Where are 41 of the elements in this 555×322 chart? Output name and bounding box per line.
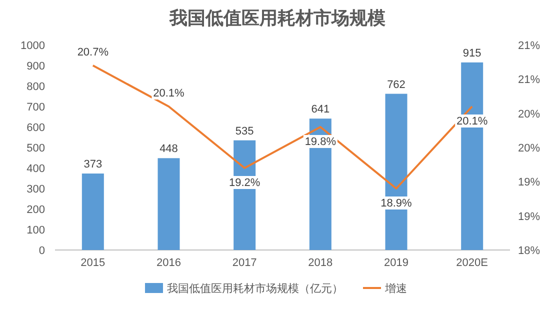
y-tick-label: 500 bbox=[26, 142, 45, 154]
y2-tick-label: 21% bbox=[518, 40, 540, 52]
y-tick-label: 0 bbox=[38, 245, 45, 257]
x-tick-label: 2019 bbox=[384, 257, 408, 269]
y-tick-label: 900 bbox=[26, 60, 45, 72]
data-label: 373 bbox=[84, 158, 102, 171]
y-tick-label: 300 bbox=[26, 184, 45, 196]
y2-tick-label: 18% bbox=[518, 245, 540, 257]
data-label: 19.2% bbox=[228, 177, 260, 189]
data-label: 19.8% bbox=[304, 136, 336, 148]
data-label: 641 bbox=[311, 104, 330, 116]
y-tick-label: 800 bbox=[26, 81, 45, 93]
y-tick-label: 1000 bbox=[20, 40, 45, 52]
data-label: 18.9% bbox=[380, 198, 412, 210]
data-label: 448 bbox=[160, 143, 178, 156]
data-label: 915 bbox=[462, 47, 482, 60]
y-tick-label: 700 bbox=[26, 102, 45, 114]
legend-label: 我国低值医用耗材市场规模（亿元） bbox=[167, 282, 343, 295]
bar bbox=[82, 174, 104, 250]
data-label: 762 bbox=[387, 78, 406, 91]
y-tick-label: 100 bbox=[26, 224, 45, 236]
x-tick-label: 2015 bbox=[80, 257, 106, 269]
y2-tick-label: 20% bbox=[518, 142, 540, 154]
data-label: 20.1% bbox=[153, 88, 185, 100]
y2-tick-label: 21% bbox=[518, 74, 540, 86]
data-label: 20.1% bbox=[456, 116, 488, 128]
data-label: 535 bbox=[235, 125, 254, 138]
y-tick-label: 400 bbox=[26, 163, 45, 175]
y-tick-label: 600 bbox=[26, 122, 45, 134]
data-label: 20.7% bbox=[77, 46, 109, 58]
x-tick-label: 2020E bbox=[456, 257, 488, 269]
x-tick-label: 2016 bbox=[156, 257, 181, 269]
y2-tick-label: 20% bbox=[518, 108, 540, 120]
bar bbox=[158, 158, 180, 250]
y2-tick-label: 19% bbox=[518, 176, 540, 189]
x-tick-label: 2018 bbox=[308, 257, 333, 269]
y-tick-label: 200 bbox=[26, 204, 45, 216]
y2-tick-label: 19% bbox=[518, 210, 540, 223]
x-tick-label: 2017 bbox=[232, 257, 257, 269]
legend-label: 增速 bbox=[384, 282, 407, 295]
chart-title: 我国低值医用耗材市场规模 bbox=[168, 8, 386, 28]
